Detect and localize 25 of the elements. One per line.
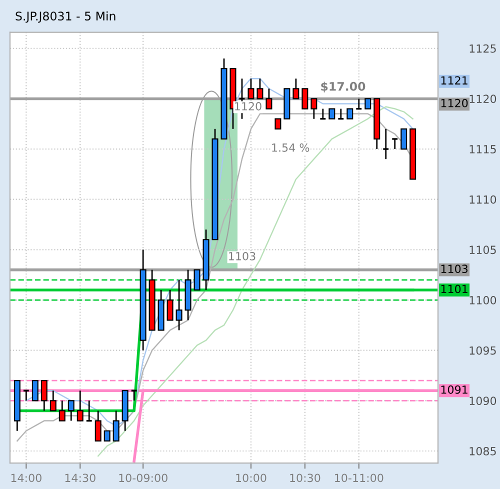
y-tick-label: 1105 [470,246,496,254]
ref-line-label: 1120 [441,98,468,108]
y-tick-label: 1115 [470,145,496,154]
y-tick-label: 1095 [470,346,496,355]
ref-line-label: 1091 [441,385,468,394]
x-tick-label: 10:00 [236,474,266,482]
y-tick-label: 1085 [470,446,496,456]
y-tick-label: 1125 [470,44,496,53]
x-tick-label: 10-09:00 [119,474,168,482]
annotation: 1103 [229,252,256,260]
ref-line-label: 1101 [441,284,468,294]
x-tick-label: 14:00 [11,474,42,482]
annotation: 1.54 % [272,143,310,152]
annotation: $17.00 [321,82,366,92]
x-tick-label: 10:30 [290,474,320,482]
y-tick-label: 1100 [470,296,496,304]
y-tick-label: 1120 [470,94,496,104]
x-tick-label: 10-11:00 [335,474,384,482]
y-tick-label: 1090 [470,396,496,406]
chart-title: S.JP.J8031 - 5 Min [16,11,116,23]
y-tick-label: 1110 [470,195,496,204]
ref-line-label: 1103 [441,264,468,274]
annotation: 1120 [235,102,262,110]
x-tick-label: 14:30 [65,474,96,482]
text: 1121 [441,76,468,84]
